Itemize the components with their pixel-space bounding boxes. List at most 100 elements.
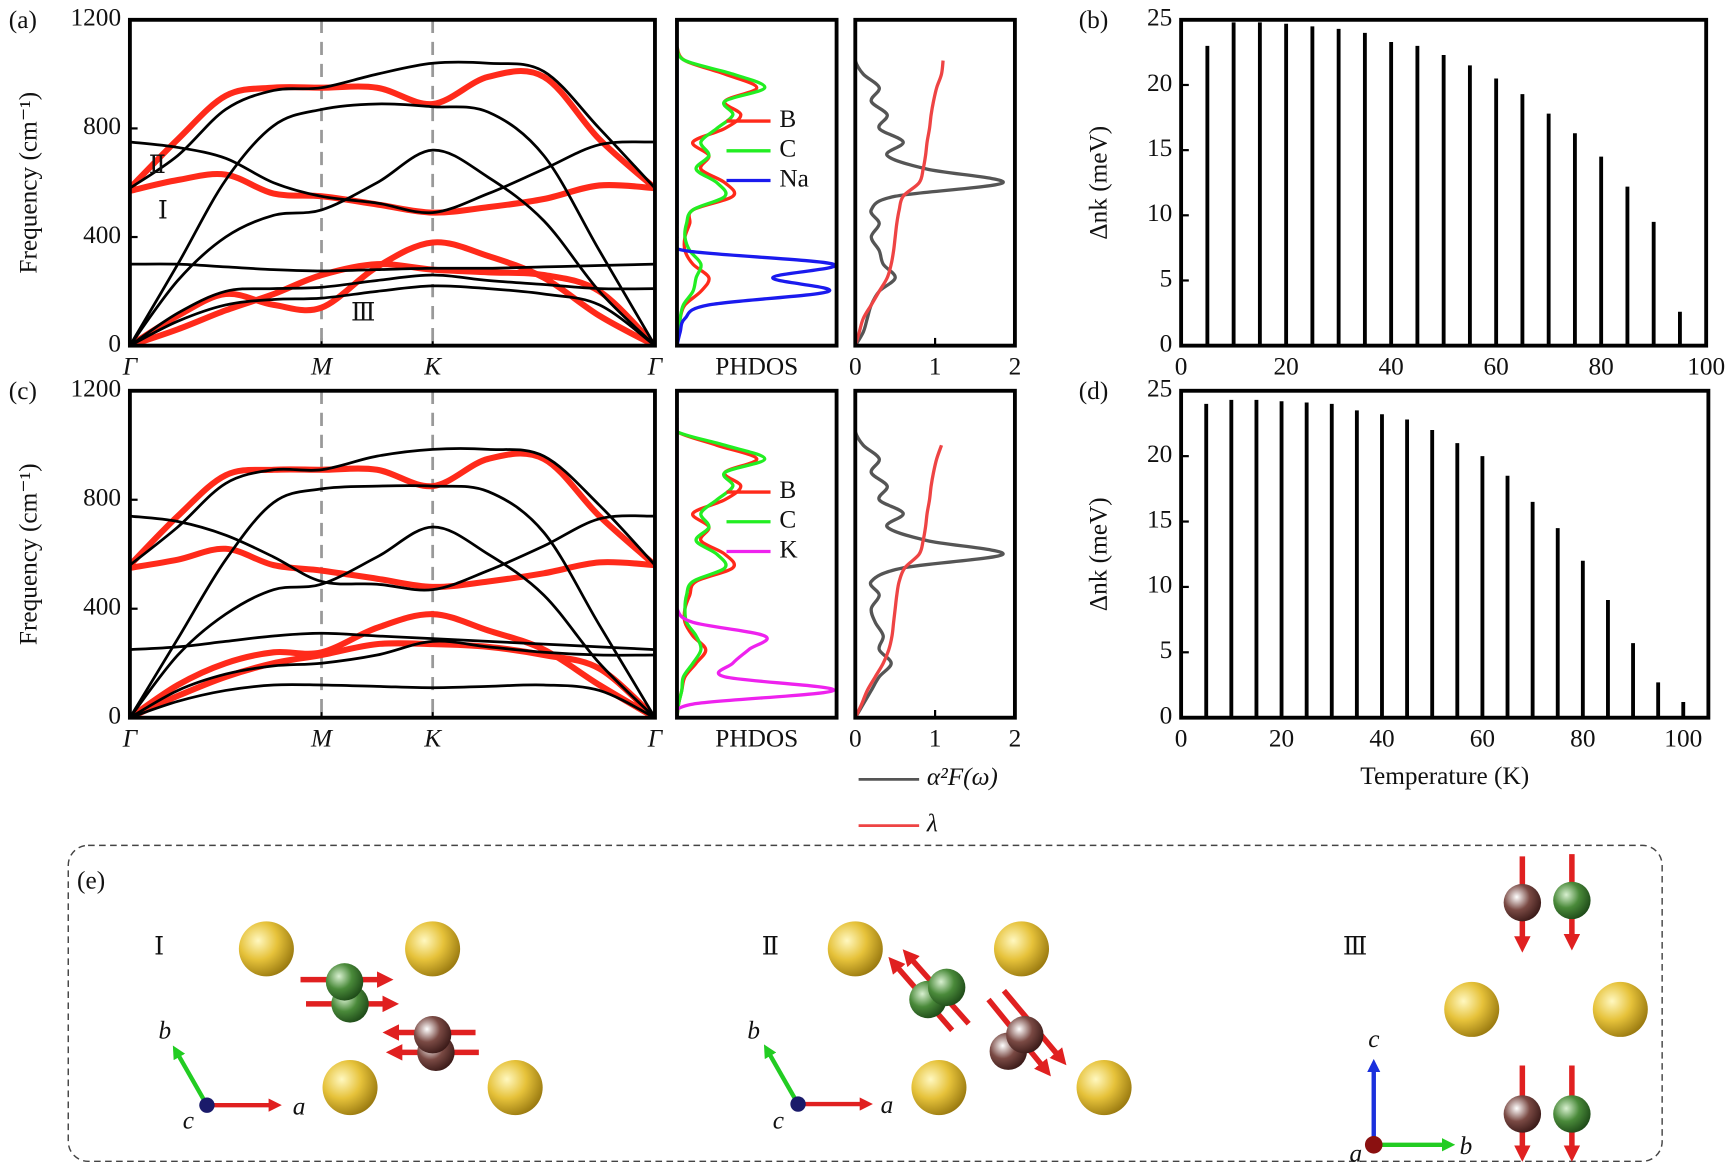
legend-label: C [779,135,796,163]
plot-frame [853,17,1017,348]
series-group [855,418,1005,718]
dos-line [676,46,767,346]
panel-label: (b) [1079,6,1109,34]
legend-label: C [779,506,796,534]
band-line [129,239,655,346]
legend-label: Na [779,164,808,192]
x-tick-label: 1 [929,353,942,381]
band-line [129,68,655,191]
y-tick-label: 400 [83,221,121,249]
y-tick-label: 800 [83,484,121,512]
y-tick-label: 1200 [70,4,121,32]
x-tick-label: 2 [1009,725,1022,753]
y-tick-label: 20 [1147,69,1172,97]
x-tick-label: 20 [1273,353,1298,381]
x-tick-label: M [310,353,334,381]
y-tick-label: 0 [1160,702,1173,730]
x-tick-label: 60 [1484,353,1509,381]
axis-label: c [183,1107,194,1135]
crystal-axes [172,1044,1456,1154]
series-group [129,447,655,718]
chart-panel: (d) Δnk (meV) 0 5 10 15 20 25 0 20 40 60 80 100 Temper… [1079,375,1711,790]
band-line [129,261,655,346]
dos-line [855,444,944,718]
series-group [676,418,836,718]
panel-label: (e) [77,867,105,895]
plot-frame [127,388,657,720]
band-line [129,514,655,592]
plot-frame [675,388,839,720]
band-line [129,140,655,215]
band-line [129,683,655,718]
axis-label: a [881,1091,894,1119]
dos-line [676,46,837,346]
band-line [129,545,655,590]
legend-label: B [779,476,796,504]
panel-label: (a) [9,6,37,34]
legend-label: B [779,105,796,133]
x-axis-label: Temperature (K) [1360,762,1529,790]
axis-label: a [293,1092,306,1120]
band-line [129,148,655,346]
mode-label: Ⅰ [154,933,164,961]
chart-panel: (b) Δnk (meV) 0 5 10 15 20 25 0 20 40 60 80 100 [1079,4,1725,381]
y-tick-label: 25 [1147,375,1172,403]
y-tick-label: 0 [108,329,121,357]
axis-label: b [747,1016,760,1044]
band-line [129,273,655,346]
x-tick-label: Γ [647,353,664,381]
dos-line [855,418,1005,718]
x-tick-label: 40 [1369,725,1394,753]
dos-line [676,418,767,718]
x-tick-label: 40 [1378,353,1403,381]
dos-line [676,418,836,718]
panel-e: (e) [67,844,1663,1168]
y-tick-label: 5 [1160,636,1173,664]
panel-e-frame [67,844,1663,1163]
axis-label: b [1460,1132,1473,1160]
chart-panel: (a) Frequency (cm⁻¹) 0 400 800 1200 Γ M K Γ Ⅱ Ⅰ Ⅲ [9,4,664,381]
band-line [129,60,655,190]
panel-label: (d) [1079,377,1109,405]
mode-label: Ⅲ [1343,933,1367,961]
y-tick-label: 5 [1160,264,1173,292]
plot-frame [1179,388,1711,720]
y-axis-label: Frequency (cm⁻¹) [15,463,43,645]
x-tick-label: 20 [1269,725,1294,753]
annotation: Ⅰ [158,196,168,224]
y-tick-label: 20 [1147,440,1172,468]
band-line [129,525,655,718]
panel-label: (c) [9,377,37,405]
x-axis-label: PHDOS [715,353,798,381]
axis-label: c [773,1107,784,1135]
y-tick-label: 10 [1147,571,1172,599]
x-tick-label: 60 [1470,725,1495,753]
series-group [855,46,1005,346]
x-tick-label: 0 [1175,725,1188,753]
band-line [129,450,655,568]
x-tick-label: M [310,725,334,753]
y-axis-label: Frequency (cm⁻¹) [15,92,43,274]
band-line [129,639,655,718]
x-tick-label: 2 [1009,353,1022,381]
series-group [129,60,655,346]
band-line [129,262,655,273]
x-tick-label: 100 [1664,725,1702,753]
band-line [129,284,655,346]
band-line [129,631,655,651]
chart-panel: 0 1 2 [849,17,1022,381]
y-tick-label: 800 [83,112,121,140]
axis-label: c [1368,1025,1379,1053]
y-tick-label: 25 [1147,4,1172,32]
atoms [238,881,1648,1133]
band-line [129,640,655,718]
chart-panel: (c) Frequency (cm⁻¹) 0 400 800 1200 Γ M K Γ [9,375,664,753]
x-tick-label: 80 [1589,353,1614,381]
series-group [676,46,837,346]
y-tick-label: 15 [1147,134,1172,162]
dos-line [855,60,945,346]
y-axis-label: Δnk (meV) [1085,126,1113,240]
band-line [129,611,655,718]
